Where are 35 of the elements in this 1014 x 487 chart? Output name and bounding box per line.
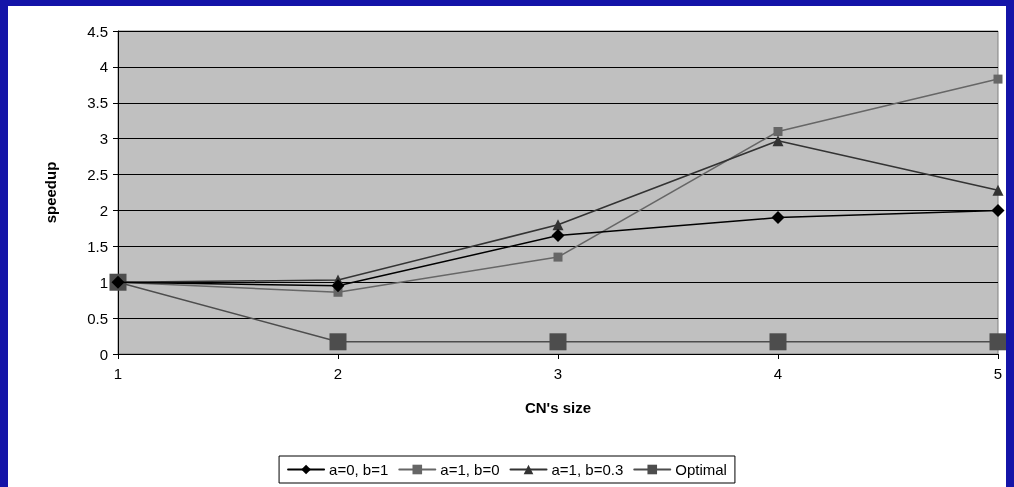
point <box>991 203 1005 217</box>
point <box>771 211 785 225</box>
legend-label: a=1, b=0.3 <box>551 461 624 478</box>
y-tick-label: 0 <box>99 345 108 363</box>
x-tick-label: 3 <box>553 365 563 382</box>
legend-label: a=1, b=0 <box>440 461 500 478</box>
y-tick-label: 3 <box>99 130 108 148</box>
x-tick-label: 1 <box>113 365 123 382</box>
y-axis-title: speedup <box>42 161 59 224</box>
y-tick-label: 1.5 <box>87 237 108 255</box>
point <box>331 279 345 293</box>
point <box>552 219 564 231</box>
point <box>992 184 1004 196</box>
legend-label: a=0, b=1 <box>329 461 389 478</box>
y-tick-label: 4 <box>99 58 108 76</box>
point <box>551 229 565 243</box>
x-axis-title: CN's size <box>524 399 592 416</box>
point <box>993 74 1003 84</box>
point <box>329 333 347 351</box>
point <box>772 135 784 147</box>
y-tick-label: 3.5 <box>87 94 108 112</box>
x-tick-label: 2 <box>333 365 343 382</box>
y-tick-label: 1 <box>99 273 108 291</box>
point <box>989 333 1006 351</box>
x-tick-label: 5 <box>993 365 1003 382</box>
y-tick-label: 0.5 <box>87 309 108 327</box>
point <box>769 333 787 351</box>
legend-label: Optimal <box>675 461 727 478</box>
point <box>773 126 783 136</box>
x-tick-label: 4 <box>773 365 783 382</box>
y-tick-label: 2 <box>99 201 108 219</box>
point <box>553 252 563 262</box>
y-tick-label: 2.5 <box>87 166 108 184</box>
point <box>549 333 567 351</box>
y-tick-label: 4.5 <box>87 22 108 40</box>
